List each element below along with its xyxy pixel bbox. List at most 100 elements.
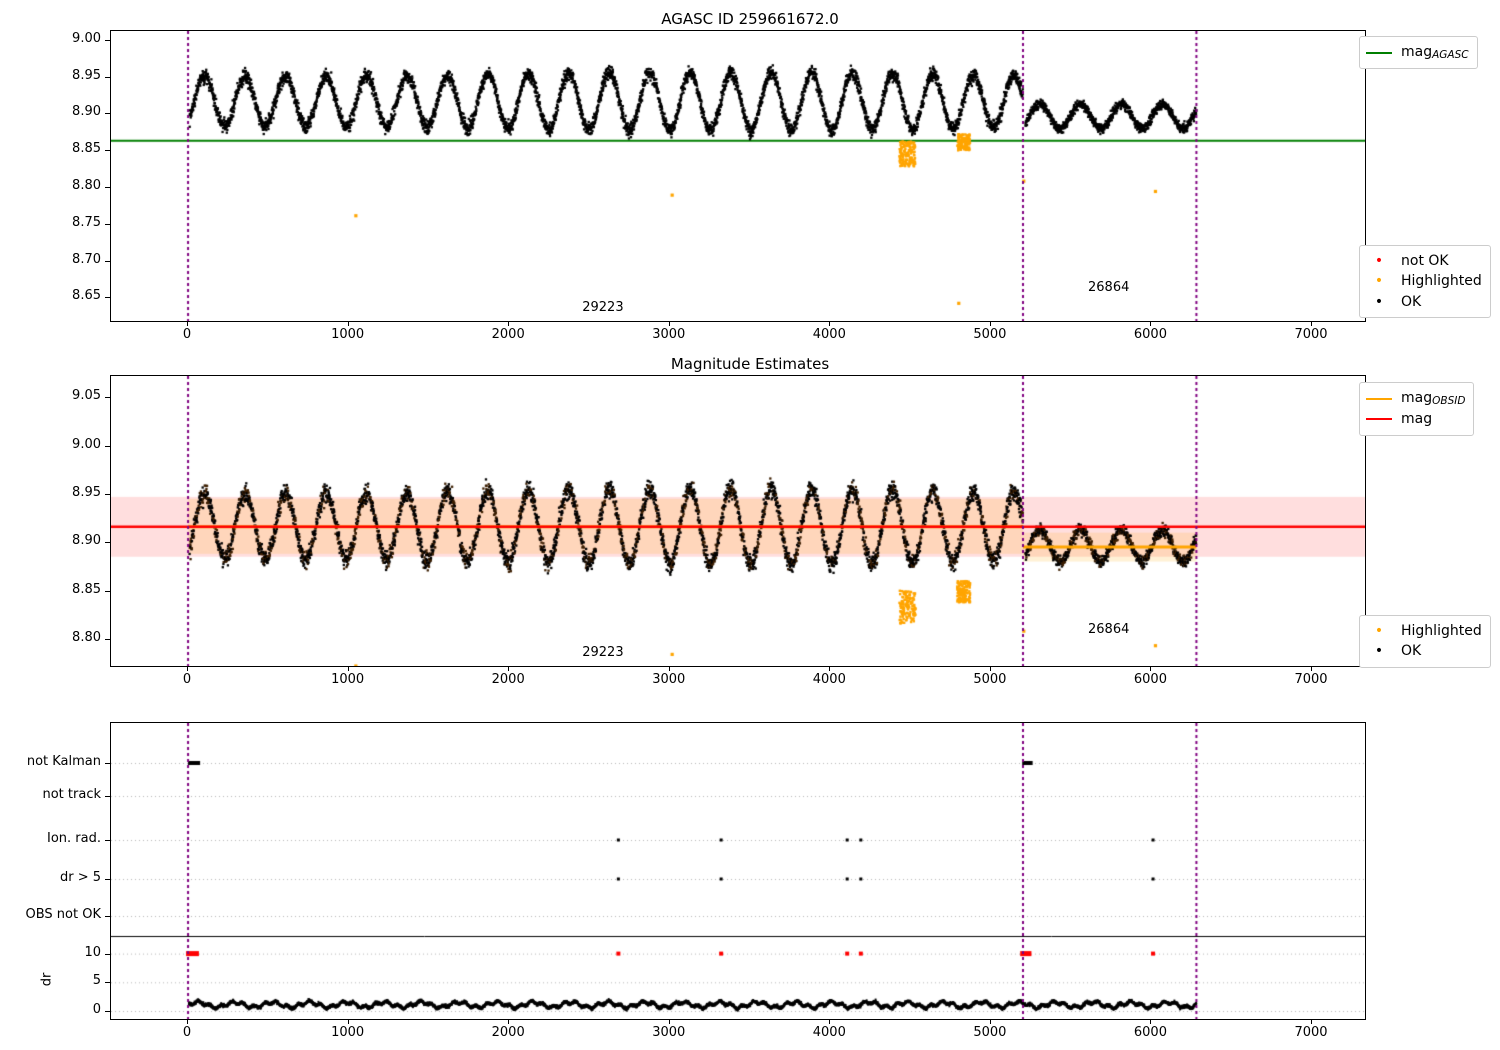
y-tickmark [105,638,110,640]
x-tickmark [508,321,510,326]
x-tickmark [347,1019,349,1024]
x-tickmark [668,666,670,671]
y-tick-label: 8.80 [72,629,101,645]
obsid-label-26864-p2: 26864 [1088,622,1130,637]
legend-label-ok: OK [1401,293,1422,310]
y-tick-label: 8.95 [72,67,101,83]
x-tick-label: 0 [182,327,192,342]
flag-category-label: not Kalman [26,754,101,769]
line-swatch-orange [1366,397,1392,400]
flag-category-tickmark [105,763,110,764]
dr-tick-label: 10 [84,944,101,960]
y-tickmark [105,223,110,225]
y-tickmark [105,76,110,78]
y-tick-label: 8.65 [72,288,101,304]
legend-mag-agasc[interactable]: magAGASC [1359,36,1478,70]
x-tickmark [1311,1019,1312,1024]
y-tick-label: 8.85 [72,141,101,157]
x-tick-label: 5000 [973,327,1007,342]
x-tick-label: 1000 [331,1025,365,1040]
y-tickmark [105,493,110,495]
x-tickmark [989,666,991,671]
x-tickmark [829,321,831,326]
x-tickmark [347,666,349,671]
flag-category-label: Ion. rad. [47,831,101,846]
y-tick-label: 8.85 [72,581,101,597]
y-tickmark [105,260,110,262]
x-tick-label: 6000 [1133,327,1167,342]
x-tickmark [829,666,831,671]
x-tick-label: 2000 [491,672,525,687]
legend-item-mag: mag [1366,409,1465,429]
obsid-label-26864-p1: 26864 [1088,280,1130,295]
line-swatch-red [1366,418,1392,421]
y-tickmark [105,39,110,41]
legend-point-classes-p2[interactable]: • Highlighted • OK [1359,615,1491,668]
x-tickmark [1150,1019,1152,1024]
x-tickmark [347,321,349,326]
legend-sub-agasc: AGASC [1432,49,1469,61]
legend-item-mag-obsid: magOBSID [1366,388,1465,409]
y-tick-label: 8.80 [72,178,101,194]
legend-item-mag-agasc: magAGASC [1366,42,1469,63]
legend-item-highlighted-p2: • Highlighted [1366,621,1482,641]
dr-tickmark [105,953,110,955]
line-swatch-green [1366,51,1392,54]
y-tickmark [105,150,110,152]
y-tick-label: 8.95 [72,484,101,500]
x-tick-label: 7000 [1294,327,1328,342]
y-tick-label: 8.90 [72,104,101,120]
legend-item-highlighted: • Highlighted [1366,271,1482,291]
legend-label-mag: mag [1401,411,1433,428]
y-tickmark [105,445,110,447]
x-tick-label: 6000 [1133,672,1167,687]
legend-item-ok: • OK [1366,292,1482,312]
y-tick-label: 9.05 [72,388,101,404]
obsid-label-29223-p2: 29223 [582,645,624,660]
legend-label-ok-p2: OK [1401,643,1422,660]
x-tick-label: 2000 [491,327,525,342]
x-tickmark [668,1019,670,1024]
flag-category-label: OBS not OK [25,907,102,922]
page-title: AGASC ID 259661672.0 [661,10,839,28]
x-tick-label: 7000 [1294,1025,1328,1040]
x-tick-label: 4000 [812,327,846,342]
legend-item-not-ok: • not OK [1366,251,1482,271]
y-tick-label: 8.75 [72,214,101,230]
x-tickmark [1311,666,1312,671]
x-tick-label: 3000 [652,672,686,687]
x-tickmark [1150,666,1152,671]
legend-sub-obsid: OBSID [1432,395,1466,407]
y-tick-label: 9.00 [72,436,101,452]
dot-swatch-orange: • [1374,273,1384,290]
x-tickmark [668,321,670,326]
x-tick-label: 4000 [812,672,846,687]
dr-axis-label: dr [39,972,55,987]
flag-category-tickmark [105,840,110,841]
y-tickmark [105,297,110,299]
legend-label-highlighted: Highlighted [1401,273,1482,290]
y-tickmark [105,187,110,189]
y-tick-label: 9.00 [72,30,101,46]
dr-tickmark [105,982,110,984]
x-tickmark [508,1019,510,1024]
x-tickmark [829,1019,831,1024]
x-tick-label: 5000 [973,1025,1007,1040]
x-tick-label: 1000 [331,327,365,342]
legend-item-ok-p2: • OK [1366,641,1482,661]
x-tick-label: 2000 [491,1025,525,1040]
x-tick-label: 7000 [1294,672,1328,687]
obsid-label-29223-p1: 29223 [582,300,624,315]
legend-label-mag-agasc: mag [1401,44,1433,60]
x-tickmark [989,321,991,326]
dr-tick-label: 5 [92,973,101,989]
legend-mag-lines[interactable]: magOBSID mag [1359,382,1475,436]
dot-swatch-orange-p2: • [1374,623,1384,640]
legend-point-classes-p1[interactable]: • not OK • Highlighted • OK [1359,245,1491,318]
y-tick-label: 8.70 [72,251,101,267]
panel2-title: Magnitude Estimates [670,355,830,373]
flag-category-tickmark [105,879,110,880]
x-tick-label: 1000 [331,672,365,687]
legend-label-mag-obsid: mag [1401,390,1433,406]
